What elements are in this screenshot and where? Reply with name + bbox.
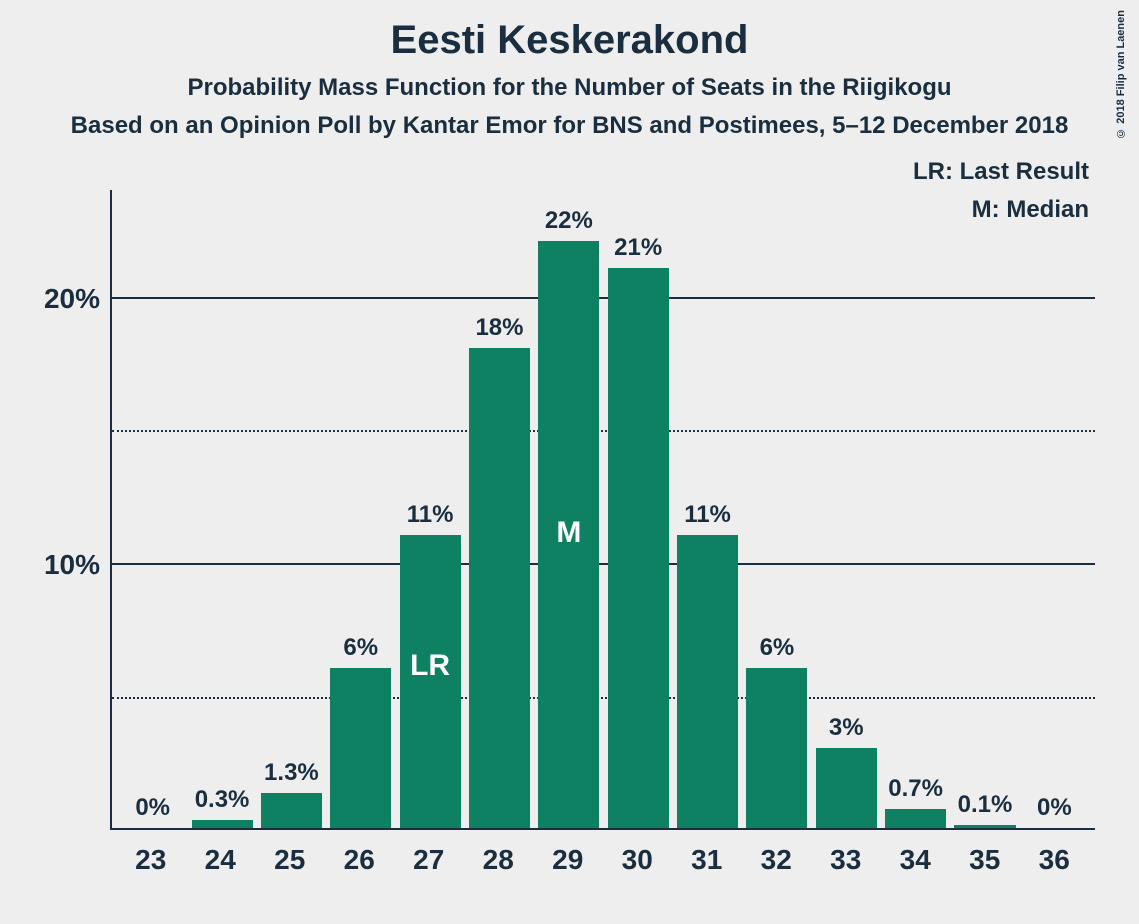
x-tick-label: 29 (533, 844, 603, 876)
bars-container: 0% 0.3% 1.3% 6% 11% LR 18% 22% M 21% 11% 6% 3% 0.7% 0.… (112, 190, 1095, 828)
legend-lr: LR: Last Result (913, 158, 1089, 186)
bar-value-label: 0.1% (958, 791, 1013, 819)
y-tick-label: 20% (44, 283, 112, 315)
bar-slot: 0% (1020, 190, 1089, 828)
x-tick-label: 30 (603, 844, 673, 876)
bar-value-label: 6% (760, 634, 795, 662)
bar-slot: 0.7% (881, 190, 950, 828)
x-tick-label: 25 (255, 844, 325, 876)
x-tick-label: 34 (881, 844, 951, 876)
chart-subtitle-2: Based on an Opinion Poll by Kantar Emor … (0, 112, 1139, 140)
bar (746, 668, 807, 828)
bar (608, 268, 669, 828)
bar-value-label: 11% (407, 501, 454, 529)
bar: LR (400, 535, 461, 828)
x-tick-label: 28 (464, 844, 534, 876)
bar-value-label: 0.3% (195, 786, 250, 814)
bar-annotation: LR (410, 649, 450, 683)
bar-slot: 21% (604, 190, 673, 828)
bar (192, 820, 253, 828)
bar-slot: 18% (465, 190, 534, 828)
x-tick-label: 32 (742, 844, 812, 876)
bar (816, 748, 877, 828)
x-tick-label: 33 (811, 844, 881, 876)
bar-value-label: 0% (135, 794, 170, 822)
bar-annotation: M (556, 516, 581, 550)
x-tick-label: 36 (1020, 844, 1090, 876)
bar-slot: 6% (326, 190, 395, 828)
chart-plot-area: 10%20% 0%0.3%1.3%6%11%LR18%22%M21%11%6%3… (110, 190, 1095, 830)
x-tick-label: 23 (116, 844, 186, 876)
bar-value-label: 0.7% (888, 775, 943, 803)
bar-slot: 0% (118, 190, 187, 828)
x-tick-label: 24 (186, 844, 256, 876)
x-tick-label: 35 (950, 844, 1020, 876)
bar-value-label: 3% (829, 714, 864, 742)
bar-value-label: 22% (545, 207, 593, 235)
bar-slot: 22% M (534, 190, 603, 828)
bar (261, 793, 322, 828)
x-tick-label: 27 (394, 844, 464, 876)
bar-slot: 6% (742, 190, 811, 828)
bar (954, 825, 1015, 828)
bar-slot: 3% (812, 190, 881, 828)
bar-slot: 0.3% (187, 190, 256, 828)
bar-slot: 11% LR (395, 190, 464, 828)
y-tick-label: 10% (44, 549, 112, 581)
bar (677, 535, 738, 828)
bar (330, 668, 391, 828)
chart-subtitle-1: Probability Mass Function for the Number… (0, 74, 1139, 102)
bar-value-label: 0% (1037, 794, 1072, 822)
bar-value-label: 21% (614, 234, 662, 262)
bar-value-label: 18% (475, 314, 523, 342)
bar-slot: 1.3% (257, 190, 326, 828)
x-tick-label: 26 (325, 844, 395, 876)
x-tick-label: 31 (672, 844, 742, 876)
bar-value-label: 6% (343, 634, 378, 662)
bar-slot: 0.1% (950, 190, 1019, 828)
bar-value-label: 1.3% (264, 759, 319, 787)
bar (469, 348, 530, 828)
chart-title: Eesti Keskerakond (0, 18, 1139, 63)
x-axis-labels: 2324252627282930313233343536 (110, 844, 1095, 876)
bar-slot: 11% (673, 190, 742, 828)
copyright-text: © 2018 Filip van Laenen (1115, 10, 1127, 139)
bar (885, 809, 946, 828)
bar: M (538, 241, 599, 828)
bar-value-label: 11% (684, 501, 731, 529)
